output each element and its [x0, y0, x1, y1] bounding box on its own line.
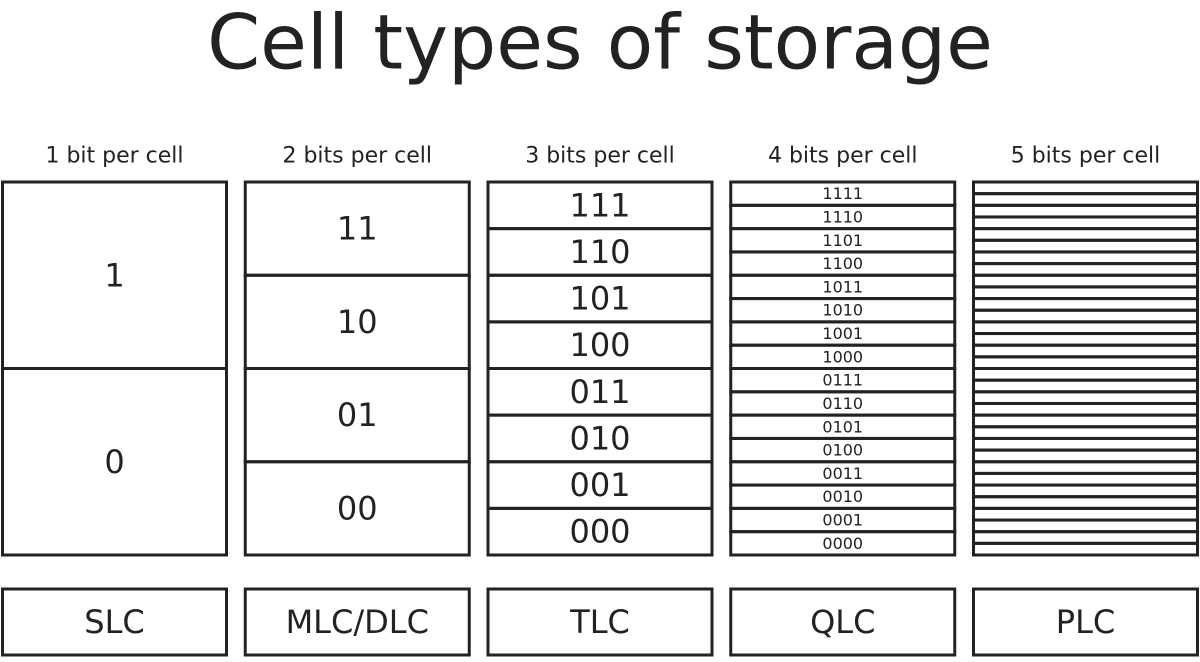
- cell-level: [972, 355, 1199, 370]
- level-label: 1001: [822, 324, 863, 343]
- level-label: 010: [569, 419, 630, 457]
- level-label: 0100: [822, 441, 863, 460]
- level-label: 1010: [822, 301, 863, 320]
- level-label: 011: [569, 373, 630, 411]
- column-header: 5 bits per cell: [1011, 144, 1161, 169]
- cell-level: [972, 227, 1199, 242]
- cell-level: [972, 262, 1199, 277]
- column-header: 1 bit per cell: [45, 144, 183, 169]
- cell-level: [972, 448, 1199, 464]
- cell-level: [972, 506, 1199, 522]
- cell-level: [972, 436, 1199, 452]
- level-label: 111: [569, 186, 630, 224]
- level-label: 0101: [822, 417, 863, 436]
- cell-level: [972, 343, 1199, 359]
- level-label: 0110: [822, 394, 863, 413]
- cell-level: [972, 215, 1199, 231]
- cell-level: [972, 390, 1199, 405]
- cell-level: [972, 367, 1199, 382]
- column-header: 3 bits per cell: [525, 144, 675, 169]
- cell-level: [972, 203, 1199, 219]
- cell-level: [486, 506, 714, 557]
- level-label: 100: [569, 326, 630, 364]
- cell-level: [972, 460, 1199, 475]
- cell-level: [972, 308, 1199, 324]
- cell-level: [972, 483, 1199, 499]
- level-label: 1100: [822, 254, 863, 273]
- level-label: 110: [569, 233, 630, 271]
- type-label: PLC: [1056, 603, 1115, 641]
- cell-level: [972, 332, 1199, 347]
- cell-level: [972, 180, 1199, 196]
- level-label: 0010: [822, 487, 863, 506]
- level-label: 101: [569, 280, 630, 318]
- level-label: 0111: [822, 371, 863, 390]
- cell-level: [972, 238, 1199, 254]
- level-label: 00: [337, 489, 378, 527]
- level-label: 1: [104, 256, 124, 294]
- level-label: 1011: [822, 277, 863, 296]
- column-header: 2 bits per cell: [282, 144, 432, 169]
- level-label: 1110: [822, 207, 863, 226]
- type-label: QLC: [810, 603, 875, 641]
- cell-level: [972, 471, 1199, 487]
- cell-level: [972, 541, 1199, 557]
- type-box: [729, 587, 957, 657]
- cell-level: [972, 192, 1199, 207]
- level-label: 1101: [822, 231, 863, 250]
- level-label: 001: [569, 466, 630, 504]
- level-label: 0001: [822, 511, 863, 530]
- type-label: MLC/DLC: [286, 603, 429, 641]
- title: Cell types of storage: [207, 0, 993, 87]
- cell-level: [972, 320, 1199, 336]
- cell-level: [972, 378, 1199, 394]
- column-header: 4 bits per cell: [768, 144, 918, 169]
- type-box: [486, 587, 714, 657]
- cell-level: [243, 460, 471, 557]
- level-label: 1111: [822, 184, 863, 203]
- type-label: TLC: [569, 603, 630, 641]
- type-box: [1, 587, 228, 657]
- cell-level: [972, 425, 1199, 440]
- level-label: 11: [337, 210, 378, 248]
- cell-level: [972, 413, 1199, 429]
- level-label: 01: [337, 396, 378, 434]
- cell-level: [972, 518, 1199, 534]
- type-label: SLC: [84, 603, 144, 641]
- level-label: 1000: [822, 347, 863, 366]
- cell-level: [972, 273, 1199, 289]
- level-label: 10: [337, 303, 378, 341]
- cell-level: [972, 401, 1199, 417]
- type-box: [243, 587, 471, 657]
- cell-level: [729, 530, 957, 557]
- cell-level: [1, 367, 228, 557]
- cell-level: [972, 297, 1199, 312]
- cell-level: [972, 530, 1199, 545]
- level-label: 0000: [822, 534, 863, 553]
- level-label: 000: [569, 513, 630, 551]
- cell-level: [972, 285, 1199, 301]
- cell-level: [972, 495, 1199, 510]
- level-label: 0011: [822, 464, 863, 483]
- level-label: 0: [104, 443, 124, 481]
- cell-level: [972, 250, 1199, 266]
- type-box: [972, 587, 1199, 657]
